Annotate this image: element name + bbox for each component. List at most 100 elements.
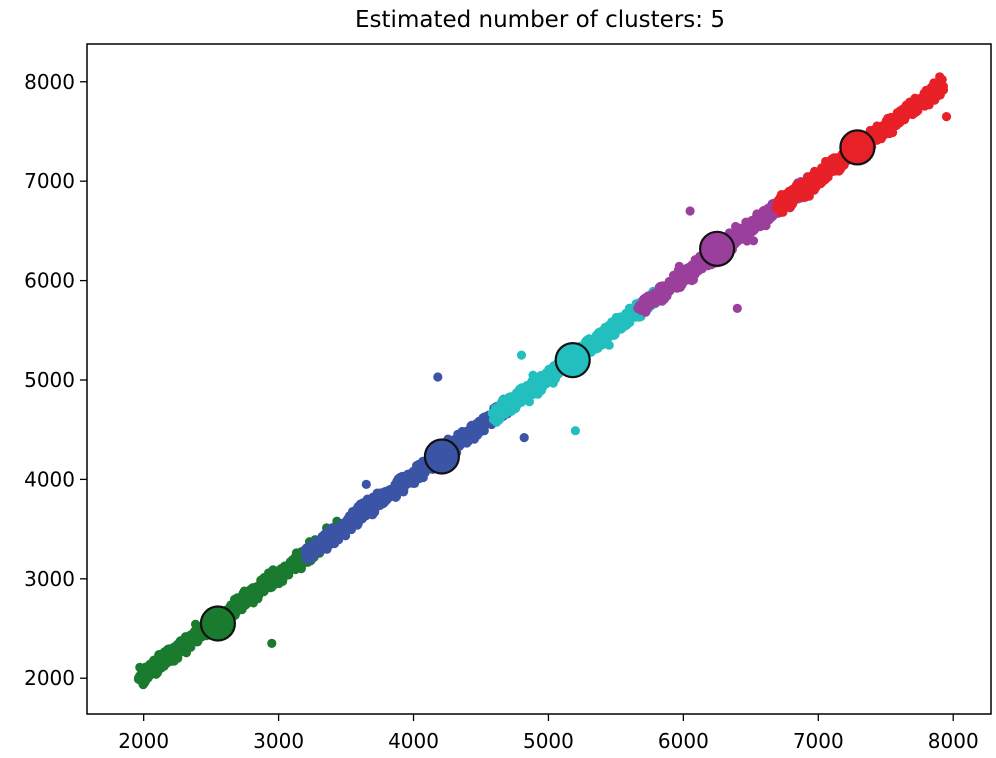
data-point (674, 261, 684, 271)
cluster-centroids (199, 129, 876, 642)
data-point (343, 514, 353, 524)
outlier-point (604, 340, 614, 350)
data-point (364, 505, 374, 515)
x-axis: 2000 3000 4000 5000 6000 7000 8000 (118, 714, 979, 753)
data-point (886, 118, 896, 128)
data-point (289, 557, 299, 567)
data-point (151, 654, 161, 664)
x-tick-label: 3000 (253, 729, 304, 753)
data-point (184, 635, 194, 645)
data-point (516, 385, 526, 395)
data-point (829, 153, 839, 163)
data-point (191, 619, 201, 629)
data-point (376, 495, 386, 505)
outlier-point (361, 479, 371, 489)
outlier-point (748, 236, 759, 246)
data-point (537, 375, 547, 385)
x-tick-label: 5000 (523, 729, 574, 753)
data-point (498, 403, 508, 413)
outlier-point (935, 72, 945, 82)
data-point (497, 395, 508, 405)
outlier-point (519, 433, 529, 443)
y-axis: 2000 3000 4000 5000 6000 7000 8000 (24, 70, 87, 690)
data-point (174, 648, 184, 658)
data-point (764, 215, 774, 225)
data-point (303, 548, 313, 558)
data-point (516, 394, 527, 404)
data-point (614, 321, 624, 331)
outlier-point (685, 206, 695, 216)
data-point (686, 273, 696, 283)
data-point (545, 372, 556, 382)
outlier-point (267, 638, 277, 649)
plot-frame (86, 43, 992, 715)
data-point (602, 332, 612, 342)
data-point (907, 103, 917, 113)
data-point (783, 193, 793, 203)
data-point (639, 296, 649, 306)
data-point (255, 581, 265, 591)
x-tick-label: 8000 (928, 729, 979, 753)
data-point (529, 378, 539, 389)
data-point (757, 214, 768, 224)
data-points (133, 72, 952, 690)
cluster-5-centroid (839, 129, 876, 166)
data-point (480, 414, 490, 424)
data-point (738, 231, 749, 241)
data-point (733, 225, 743, 235)
data-point (505, 405, 515, 415)
data-point (624, 312, 635, 322)
data-point (741, 222, 751, 232)
data-point (820, 175, 830, 185)
data-point (404, 478, 414, 488)
cluster-2-centroid (423, 438, 460, 475)
y-tick-label: 3000 (24, 567, 75, 591)
y-tick-label: 7000 (24, 169, 75, 193)
data-point (266, 579, 276, 589)
outlier-point (941, 112, 952, 122)
data-point (773, 203, 783, 214)
x-tick-label: 7000 (793, 729, 844, 753)
cluster-3-centroid (554, 342, 591, 379)
outlier-point (806, 181, 817, 191)
data-point (406, 470, 416, 481)
data-point (527, 386, 537, 396)
data-point (606, 321, 616, 331)
outlier-point (732, 303, 742, 313)
y-tick-label: 6000 (24, 269, 75, 293)
data-point (252, 590, 262, 600)
data-point (244, 588, 255, 598)
data-point (385, 485, 395, 495)
data-point (693, 260, 703, 270)
data-point (835, 161, 845, 171)
data-point (369, 499, 379, 509)
data-point (166, 645, 176, 655)
data-point (309, 542, 319, 552)
data-point (587, 335, 598, 345)
data-point (352, 515, 363, 525)
outlier-point (516, 350, 527, 360)
x-tick-label: 6000 (658, 729, 709, 753)
data-point (662, 286, 672, 296)
data-point (492, 417, 502, 427)
data-point (924, 93, 934, 103)
data-point (679, 268, 689, 278)
outlier-point (140, 677, 150, 687)
data-point (810, 171, 820, 181)
data-point (412, 461, 422, 471)
outlier-point (433, 372, 443, 382)
y-tick-label: 2000 (24, 666, 75, 690)
cluster-4-centroid (698, 230, 736, 267)
data-point (874, 124, 884, 134)
data-point (164, 652, 174, 662)
data-point (415, 473, 425, 483)
data-point (901, 111, 911, 121)
data-point (353, 502, 363, 512)
y-tick-label: 5000 (24, 368, 75, 392)
y-tick-label: 4000 (24, 467, 75, 491)
data-point (796, 191, 806, 201)
data-point (143, 668, 153, 678)
data-point (330, 525, 340, 536)
data-point (337, 524, 348, 534)
